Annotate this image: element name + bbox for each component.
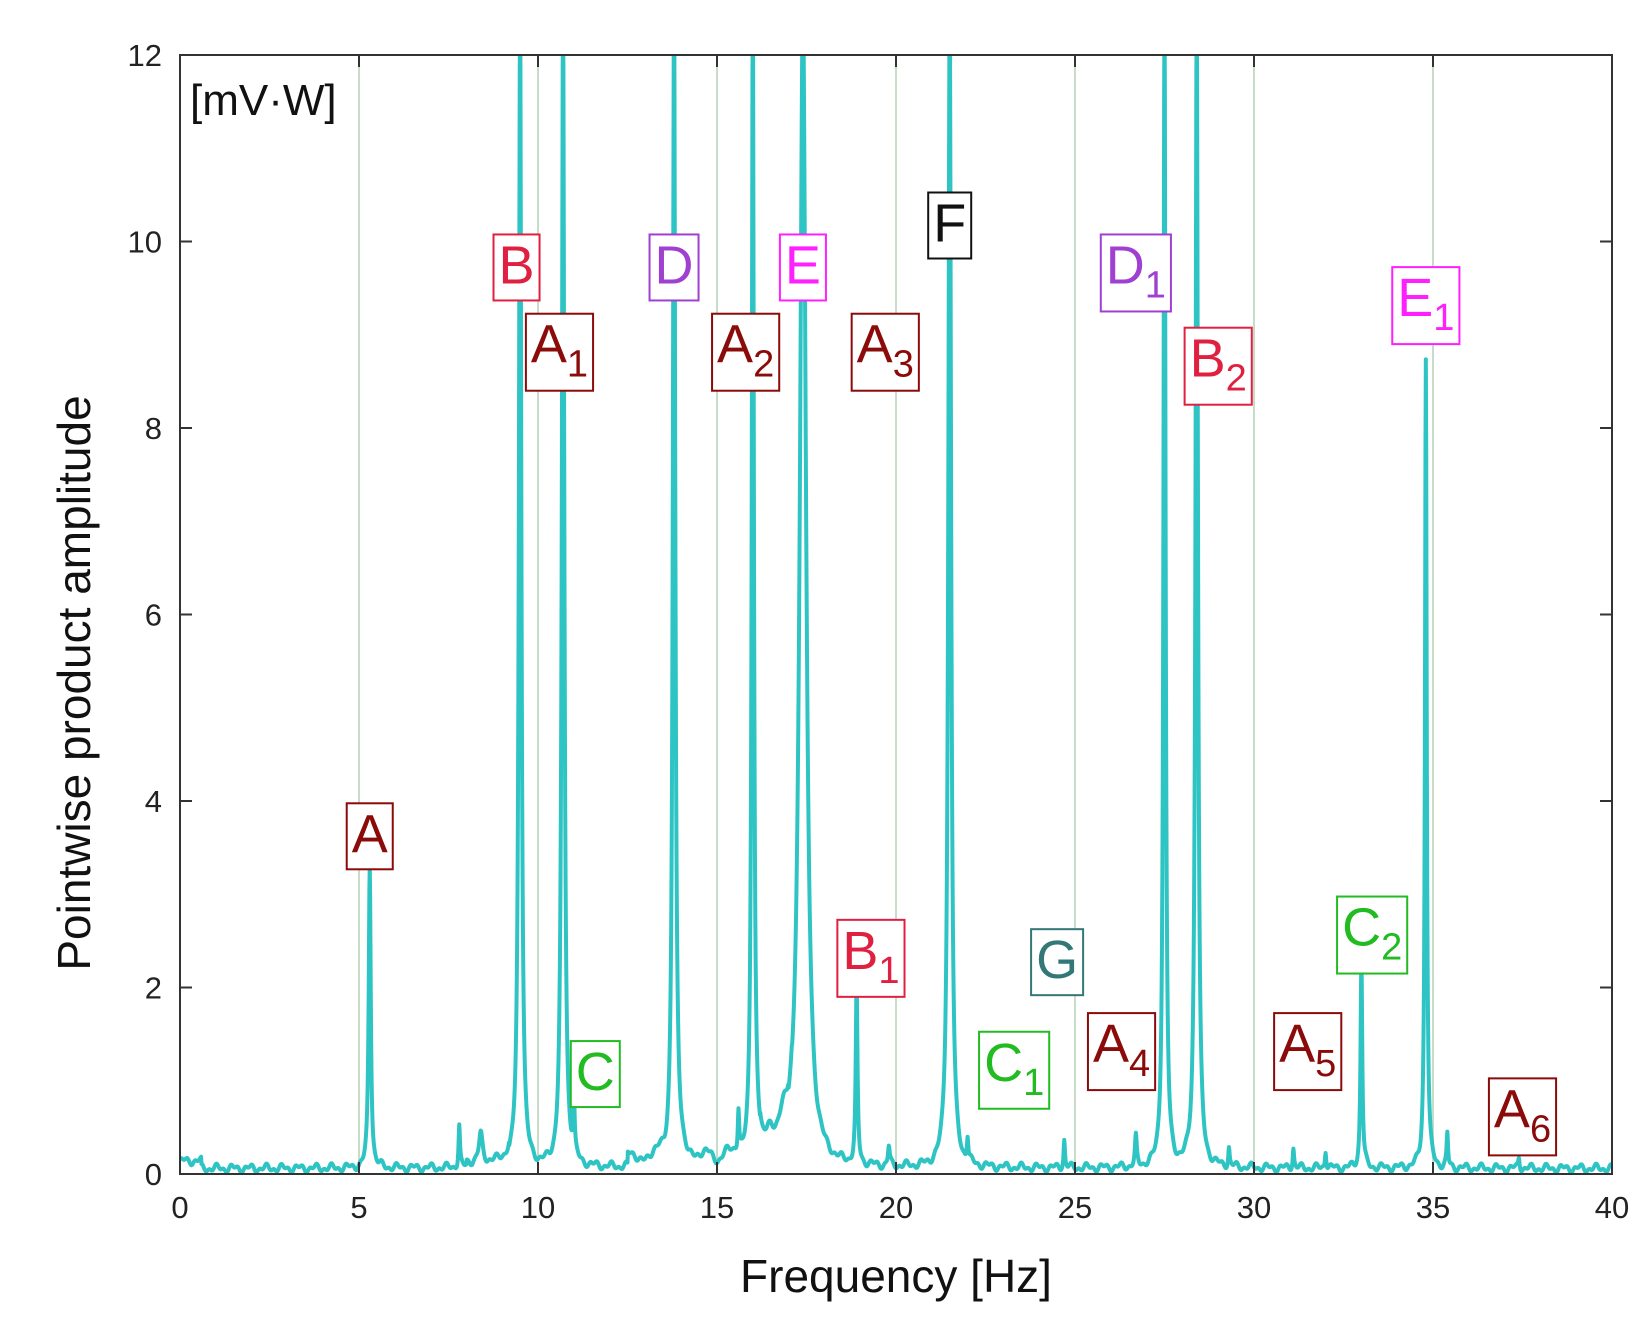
unit-label: [mV·W] <box>190 76 337 125</box>
peak-label-text: G <box>1036 930 1078 990</box>
x-axis-title: Frequency [Hz] <box>740 1250 1052 1302</box>
peak-label-box <box>836 918 906 998</box>
peak-label-text: E <box>785 235 821 295</box>
peak-label: C2 <box>1336 895 1409 975</box>
peak-label-box <box>850 312 920 392</box>
peak-label: A4 <box>1086 1012 1157 1092</box>
peak-label: E <box>778 233 827 302</box>
y-axis-title: Pointwise product amplitude <box>48 395 100 970</box>
peak-label-text: A4 <box>1093 1014 1150 1085</box>
y-tick-label: 12 <box>128 38 162 73</box>
peak-label-box <box>1487 1077 1558 1157</box>
peak-label-box <box>1030 928 1085 997</box>
peak-label-text: A1 <box>531 315 588 386</box>
peak-label: B1 <box>836 918 906 998</box>
x-tick-label: 5 <box>350 1190 367 1225</box>
peak-label: A1 <box>524 312 595 392</box>
peak-label-text: E1 <box>1397 268 1454 339</box>
peak-label-text: A2 <box>717 315 774 386</box>
y-tick-label: 2 <box>145 971 162 1006</box>
peak-label-box <box>978 1030 1051 1110</box>
y-tick-label: 6 <box>145 598 162 633</box>
x-tick-label: 0 <box>171 1190 188 1225</box>
y-tick-label: 0 <box>145 1157 162 1192</box>
peak-label-box <box>1086 1012 1157 1092</box>
x-tick-label: 15 <box>700 1190 734 1225</box>
peak-label: F <box>927 191 973 260</box>
peak-label-text: A <box>352 804 388 864</box>
peak-label-text: D <box>655 235 694 295</box>
peak-label-box <box>711 312 781 392</box>
peak-label: D <box>648 233 700 302</box>
peak-label-box <box>1391 266 1461 346</box>
peak-label: B2 <box>1183 326 1253 406</box>
peak-label-box <box>569 1040 621 1109</box>
y-tick-label: 8 <box>145 411 162 446</box>
peak-label: C1 <box>978 1030 1051 1110</box>
peak-label: A3 <box>850 312 920 392</box>
peak-label-box <box>345 802 394 871</box>
peak-label-box <box>1273 1012 1343 1092</box>
peak-label-box <box>524 312 595 392</box>
peak-label: A <box>345 802 394 871</box>
peak-label-text: A6 <box>1494 1079 1551 1150</box>
peak-label: E1 <box>1391 266 1461 346</box>
peak-label-text: F <box>933 194 966 254</box>
peak-label-box <box>1183 326 1253 406</box>
peak-label-box <box>927 191 973 260</box>
x-tick-label: 35 <box>1416 1190 1450 1225</box>
peak-label-text: A5 <box>1279 1014 1336 1085</box>
x-tick-label: 25 <box>1058 1190 1092 1225</box>
peak-label: G <box>1030 928 1085 997</box>
x-tick-label: 40 <box>1595 1190 1629 1225</box>
peak-label-box <box>1336 895 1409 975</box>
peak-label: B <box>492 233 541 302</box>
x-tick-label: 10 <box>521 1190 555 1225</box>
y-tick-label: 10 <box>128 225 162 260</box>
peak-label: A6 <box>1487 1077 1558 1157</box>
peak-label: A2 <box>711 312 781 392</box>
x-tick-label: 20 <box>879 1190 913 1225</box>
peak-label-box <box>648 233 700 302</box>
peak-label-text: C2 <box>1342 898 1402 969</box>
peak-label: A5 <box>1273 1012 1343 1092</box>
peak-label-box <box>1099 233 1172 313</box>
peak-label-text: A3 <box>857 315 914 386</box>
peak-label-text: C1 <box>984 1033 1044 1104</box>
peak-label-text: B2 <box>1190 329 1247 400</box>
peak-label-text: C <box>576 1042 615 1102</box>
peak-label-text: D1 <box>1106 235 1166 306</box>
peak-annotations: A B A1 C D A2E A3 F B1 G C1 D1 A4 B2 A5 E1 C2 A6 <box>345 191 1558 1157</box>
peak-label-text: B1 <box>842 921 899 992</box>
peak-label: C <box>569 1040 621 1109</box>
peak-label: D1 <box>1099 233 1172 313</box>
peak-label-box <box>778 233 827 302</box>
peak-label-box <box>492 233 541 302</box>
peak-label-text: B <box>499 235 535 295</box>
axes: 0 5 10 15 20 25 30 35 40 0 2 4 6 8 10 12 <box>128 38 1630 1225</box>
y-tick-label: 4 <box>145 784 162 819</box>
x-tick-label: 30 <box>1237 1190 1271 1225</box>
